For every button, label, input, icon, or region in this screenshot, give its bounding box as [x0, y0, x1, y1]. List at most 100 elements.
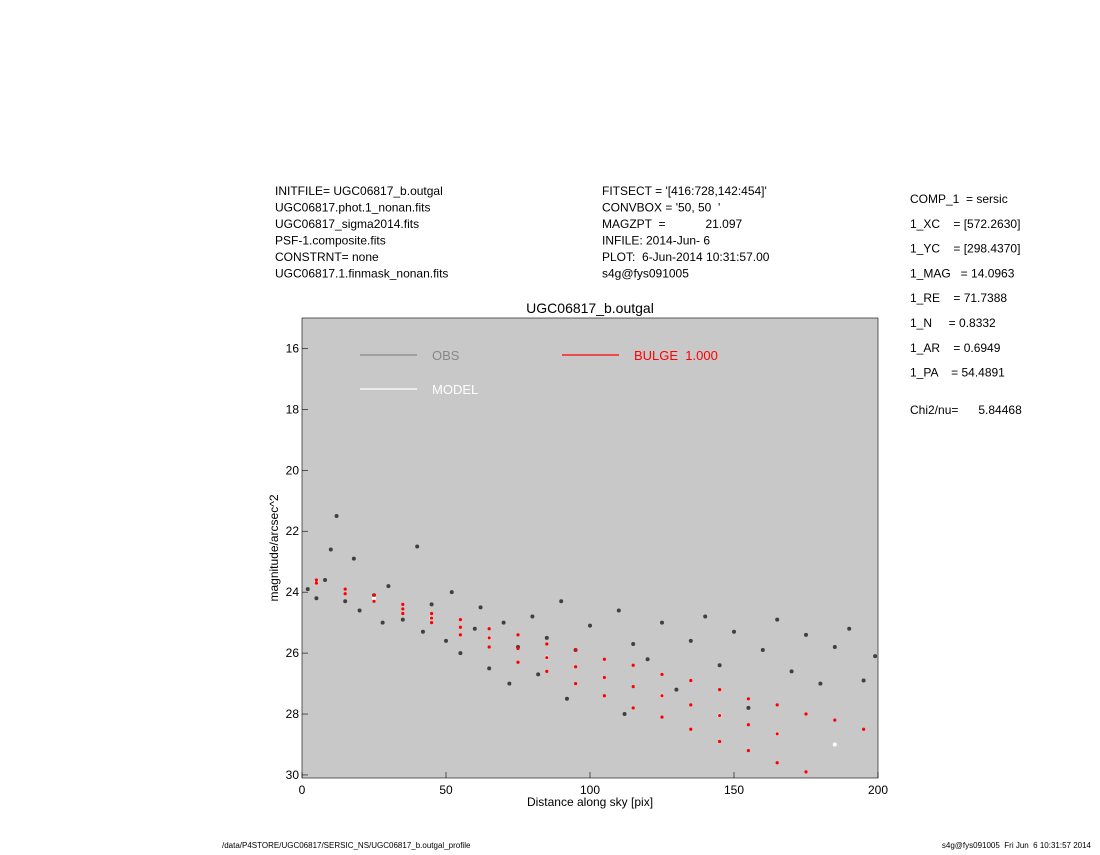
component-param: 1_RE = 71.7388	[910, 291, 1007, 305]
data-point	[703, 614, 708, 619]
data-point	[386, 584, 391, 589]
data-point	[429, 602, 434, 607]
footer-left: /data/P4STORE/UGC06817/SERSIC_NS/UGC0681…	[222, 841, 471, 850]
data-point	[328, 547, 333, 552]
data-point	[622, 712, 627, 717]
component-param: COMP_1 = sersic	[910, 192, 1008, 206]
data-point	[602, 675, 607, 680]
header-middle-line: MAGZPT = 21.097	[602, 217, 742, 231]
data-point	[832, 645, 837, 650]
data-point	[380, 620, 385, 625]
data-point	[487, 666, 492, 671]
data-point	[343, 599, 348, 604]
data-point	[847, 626, 852, 631]
y-tick-label: 24	[286, 585, 300, 599]
y-tick-label: 20	[286, 463, 300, 477]
data-point	[372, 596, 376, 601]
data-point	[334, 514, 339, 519]
data-point	[602, 657, 607, 661]
data-point	[507, 681, 512, 686]
data-point	[732, 629, 736, 634]
y-tick-label: 28	[286, 707, 300, 721]
data-point	[818, 681, 823, 686]
header-middle-line: FITSECT = '[416:728,142:454]'	[602, 184, 767, 198]
data-point	[372, 593, 376, 597]
data-point	[688, 638, 693, 643]
component-param: 1_MAG = 14.0963	[910, 266, 1015, 280]
data-point	[689, 703, 693, 707]
data-point	[343, 592, 347, 596]
data-point	[631, 641, 636, 646]
data-point	[372, 599, 376, 603]
data-point	[873, 654, 878, 659]
data-point	[516, 646, 520, 651]
data-point	[415, 544, 420, 549]
data-point	[832, 742, 837, 747]
plot-area	[301, 317, 879, 779]
x-tick-label: 100	[580, 783, 600, 797]
chart-title: UGC06817_b.outgal	[526, 300, 654, 316]
data-point	[717, 663, 722, 668]
data-point	[536, 672, 541, 677]
data-point	[660, 620, 664, 625]
y-tick-label: 18	[286, 402, 300, 416]
data-point	[401, 602, 405, 606]
header-left-line: UGC06817.1.finmask_nonan.fits	[275, 267, 448, 281]
data-point	[487, 636, 491, 640]
data-point	[545, 669, 549, 673]
data-point	[789, 669, 794, 674]
data-point	[616, 608, 621, 613]
data-point	[351, 556, 356, 561]
data-point	[545, 642, 549, 646]
data-point	[631, 685, 635, 689]
x-tick-label: 50	[439, 783, 453, 797]
header-left-line: UGC06817.phot.1_nonan.fits	[275, 201, 430, 215]
data-point	[746, 705, 751, 710]
legend-label: BULGE 1.000	[634, 348, 718, 363]
header-left-line: PSF-1.composite.fits	[275, 234, 386, 248]
header-left-line: UGC06817_sigma2014.fits	[275, 217, 419, 231]
data-point	[588, 623, 592, 628]
legend-label: OBS	[432, 348, 460, 363]
component-param: 1_XC = [572.2630]	[910, 217, 1020, 231]
y-tick-label: 16	[286, 341, 300, 355]
data-point	[861, 678, 866, 683]
data-point	[775, 761, 779, 765]
x-tick-label: 150	[724, 783, 744, 797]
legend-label: MODEL	[432, 382, 478, 397]
data-point	[645, 657, 650, 662]
data-point	[804, 632, 808, 637]
data-point	[674, 687, 679, 692]
y-axis-label: magnitude/arcsec^2	[267, 494, 281, 601]
component-param: 1_YC = [298.4370]	[910, 242, 1020, 256]
data-point	[458, 625, 462, 629]
data-point	[775, 703, 779, 707]
chi2: Chi2/nu= 5.84468	[910, 403, 1022, 417]
header-middle-line: INFILE: 2014-Jun- 6	[602, 234, 710, 248]
data-point	[343, 587, 347, 591]
data-point	[544, 635, 549, 640]
data-point	[660, 715, 664, 719]
data-point	[660, 672, 664, 677]
x-tick-label: 200	[868, 783, 888, 797]
data-point	[487, 627, 491, 631]
data-point	[420, 629, 425, 634]
header-left-line: CONSTRNT= none	[275, 250, 379, 264]
data-point	[746, 723, 751, 727]
y-tick-label: 30	[286, 768, 300, 782]
header-middle-line: PLOT: 6-Jun-2014 10:31:57.00	[602, 250, 770, 264]
data-point	[430, 621, 434, 625]
y-tick-label: 22	[286, 524, 300, 538]
data-point	[718, 739, 722, 744]
data-point	[314, 596, 319, 601]
data-point	[631, 663, 635, 667]
data-point	[804, 770, 808, 774]
data-point	[530, 614, 535, 619]
component-param: 1_N = 0.8332	[910, 316, 996, 330]
data-point	[804, 712, 808, 716]
data-point	[323, 577, 328, 582]
data-point	[458, 617, 462, 622]
data-point	[689, 678, 693, 683]
data-point	[833, 718, 837, 722]
